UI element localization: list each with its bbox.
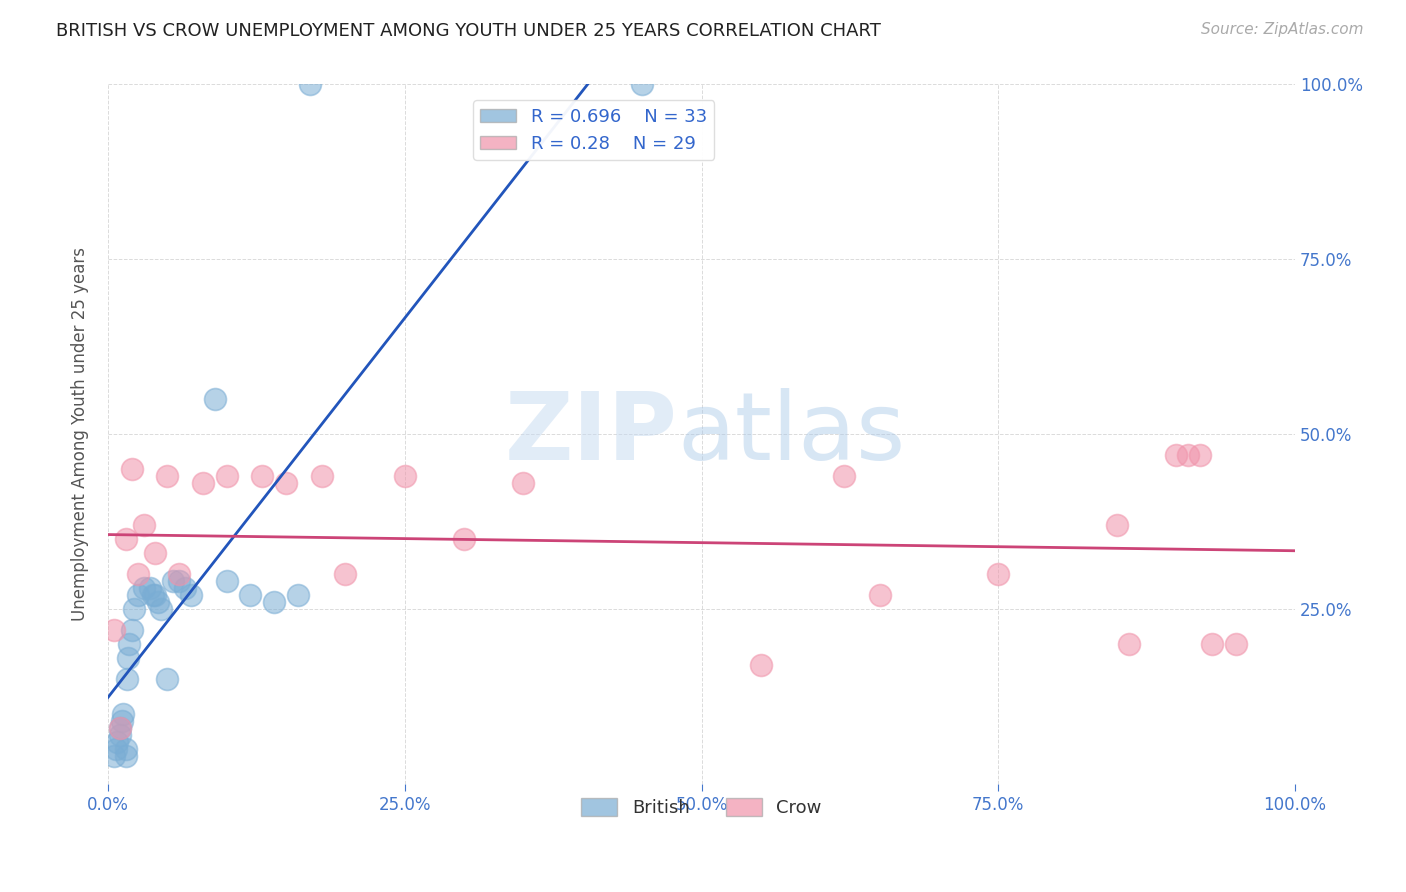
Point (631, 78, 654, 92)
Point (1177, 449, 1199, 463)
Point (180, 589, 202, 603)
Point (174, 582, 197, 596)
Point (298, 78, 321, 92)
Point (215, 574, 238, 589)
Point (287, 589, 309, 603)
Point (832, 469, 855, 483)
Point (111, 714, 134, 729)
Point (869, 589, 891, 603)
Point (191, 476, 214, 491)
Point (122, 602, 145, 616)
Text: BRITISH VS CROW UNEMPLOYMENT AMONG YOUTH UNDER 25 YEARS CORRELATION CHART: BRITISH VS CROW UNEMPLOYMENT AMONG YOUTH… (56, 22, 882, 40)
Point (162, 574, 184, 589)
Point (1189, 449, 1212, 463)
Point (150, 602, 173, 616)
Point (987, 567, 1010, 582)
Point (274, 476, 297, 491)
Text: atlas: atlas (678, 388, 905, 481)
Point (121, 624, 143, 638)
Point (335, 567, 357, 582)
Point (114, 742, 136, 756)
Point (252, 469, 274, 483)
Point (167, 567, 190, 582)
Point (1201, 637, 1223, 651)
Point (145, 589, 167, 603)
Point (1225, 637, 1247, 651)
Legend: British, Crow: British, Crow (574, 790, 830, 824)
Text: Source: ZipAtlas.com: Source: ZipAtlas.com (1201, 22, 1364, 37)
Point (215, 469, 238, 483)
Point (127, 567, 149, 582)
Point (512, 476, 534, 491)
Point (117, 651, 139, 665)
Point (108, 728, 131, 742)
Point (142, 589, 165, 603)
Point (239, 589, 262, 603)
Point (311, 469, 333, 483)
Point (114, 749, 136, 764)
Point (167, 574, 190, 589)
Point (146, 595, 169, 609)
Point (132, 518, 155, 533)
Point (1105, 518, 1128, 533)
Point (103, 624, 125, 638)
Point (1166, 449, 1188, 463)
Point (108, 722, 131, 736)
Point (138, 582, 160, 596)
Point (132, 582, 155, 596)
Text: ZIP: ZIP (505, 388, 678, 481)
Point (121, 462, 143, 476)
Point (1118, 637, 1140, 651)
Point (112, 707, 135, 722)
Point (204, 392, 226, 407)
Point (115, 673, 138, 687)
Point (105, 742, 128, 756)
Point (156, 469, 179, 483)
Point (453, 533, 475, 547)
Y-axis label: Unemployment Among Youth under 25 years: Unemployment Among Youth under 25 years (72, 247, 89, 622)
Point (394, 469, 416, 483)
Point (118, 637, 141, 651)
Point (145, 546, 167, 560)
Point (107, 735, 129, 749)
Point (114, 533, 136, 547)
Point (127, 589, 149, 603)
Point (749, 658, 772, 673)
Point (103, 749, 125, 764)
Point (156, 673, 179, 687)
Point (108, 722, 131, 736)
Point (263, 595, 285, 609)
